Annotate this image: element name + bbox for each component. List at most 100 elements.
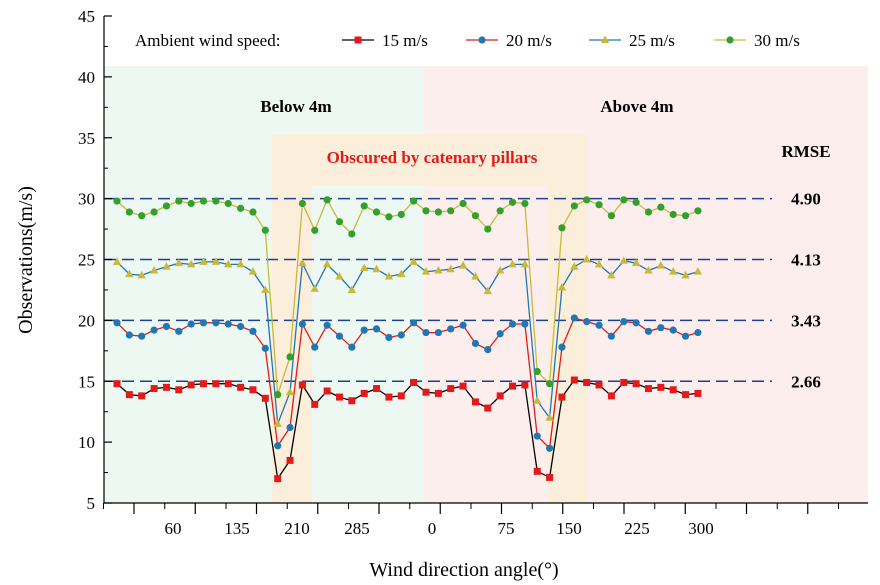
data-point: [175, 197, 183, 205]
data-point: [237, 322, 245, 331]
data-point: [397, 269, 406, 278]
data-point: [224, 199, 232, 208]
data-point: [546, 380, 554, 388]
data-point: [471, 212, 480, 220]
below-region-bg: [104, 66, 424, 503]
data-point: [150, 208, 158, 216]
data-point: [422, 388, 430, 396]
data-point: [125, 269, 134, 278]
data-point: [298, 320, 306, 328]
data-point: [693, 267, 703, 275]
obscured-region-left: [272, 134, 312, 503]
data-point: [286, 353, 294, 361]
data-point: [521, 199, 529, 208]
x-tick-label: 210: [284, 519, 310, 538]
data-point: [274, 442, 282, 450]
data-point: [249, 386, 257, 394]
data-point: [694, 207, 702, 215]
data-point: [298, 381, 306, 389]
data-point: [570, 314, 578, 322]
obscured-label-bg: [272, 134, 588, 186]
data-point: [583, 196, 591, 204]
data-point: [360, 202, 368, 210]
rmse-value: 2.66: [791, 372, 821, 391]
data-point: [311, 400, 319, 408]
data-point: [285, 387, 295, 396]
data-point: [162, 262, 171, 270]
data-point: [644, 385, 652, 393]
data-point: [397, 331, 405, 339]
legend-title: Ambient wind speed:: [135, 31, 280, 50]
rmse-labels: 2.66 3.43 4.13 4.90: [791, 190, 821, 392]
data-point: [533, 367, 541, 376]
data-point: [149, 265, 159, 274]
data-point: [421, 267, 431, 275]
data-point: [607, 270, 616, 279]
data-point: [422, 207, 430, 215]
data-point: [484, 404, 492, 412]
data-point: [410, 319, 418, 327]
data-point: [484, 345, 492, 354]
data-point: [632, 380, 640, 388]
data-point: [187, 199, 195, 208]
data-point: [570, 262, 579, 270]
data-point: [595, 381, 603, 389]
data-point: [360, 263, 369, 272]
data-point: [298, 199, 306, 208]
data-point: [681, 270, 690, 279]
x-axis-label: Wind direction angle(°): [369, 559, 558, 581]
data-point: [212, 380, 220, 388]
data-point: [224, 320, 232, 328]
data-point: [286, 456, 294, 464]
data-point: [657, 324, 665, 332]
data-point: [496, 330, 504, 338]
data-point: [175, 327, 183, 335]
data-point: [570, 202, 578, 210]
below-region-label: Below 4m: [260, 97, 331, 116]
data-point: [447, 325, 455, 333]
data-point: [631, 258, 641, 267]
data-point: [607, 212, 616, 220]
data-point: [459, 199, 467, 208]
data-point: [471, 339, 480, 348]
legend-label: 20 m/s: [506, 31, 552, 50]
legend-entry: 15 m/s: [342, 31, 428, 50]
data-point: [385, 213, 393, 221]
legend-marker: [726, 36, 734, 44]
data-point: [546, 444, 554, 452]
data-point: [484, 225, 492, 233]
data-point: [682, 391, 690, 399]
data-point: [261, 394, 269, 402]
rmse-value: 4.90: [791, 190, 821, 209]
data-point: [385, 393, 393, 401]
series-3: [112, 255, 703, 427]
data-point: [409, 257, 418, 265]
data-point: [620, 317, 628, 326]
data-point: [237, 383, 245, 391]
data-point: [138, 332, 146, 340]
data-point: [644, 208, 653, 216]
data-point: [558, 343, 566, 351]
data-point: [224, 259, 233, 268]
data-point: [199, 197, 208, 205]
data-point: [360, 326, 368, 334]
data-point: [113, 380, 121, 388]
data-point: [657, 203, 665, 211]
data-point: [607, 332, 616, 340]
data-point: [274, 475, 282, 483]
data-point: [508, 198, 517, 206]
data-point: [434, 265, 443, 274]
x-tick-label: 135: [224, 519, 250, 538]
data-point: [410, 197, 418, 205]
data-point: [495, 265, 505, 274]
data-point: [558, 224, 566, 232]
data-point: [372, 264, 381, 273]
y-tick-label: 40: [78, 68, 95, 87]
data-point: [669, 267, 678, 275]
data-point: [298, 258, 307, 267]
data-point: [347, 285, 357, 293]
data-point: [558, 393, 566, 401]
y-ticks: 5 10 15 20 25 30 35 40 45: [78, 7, 112, 513]
data-point: [323, 321, 331, 329]
data-point: [323, 196, 331, 204]
